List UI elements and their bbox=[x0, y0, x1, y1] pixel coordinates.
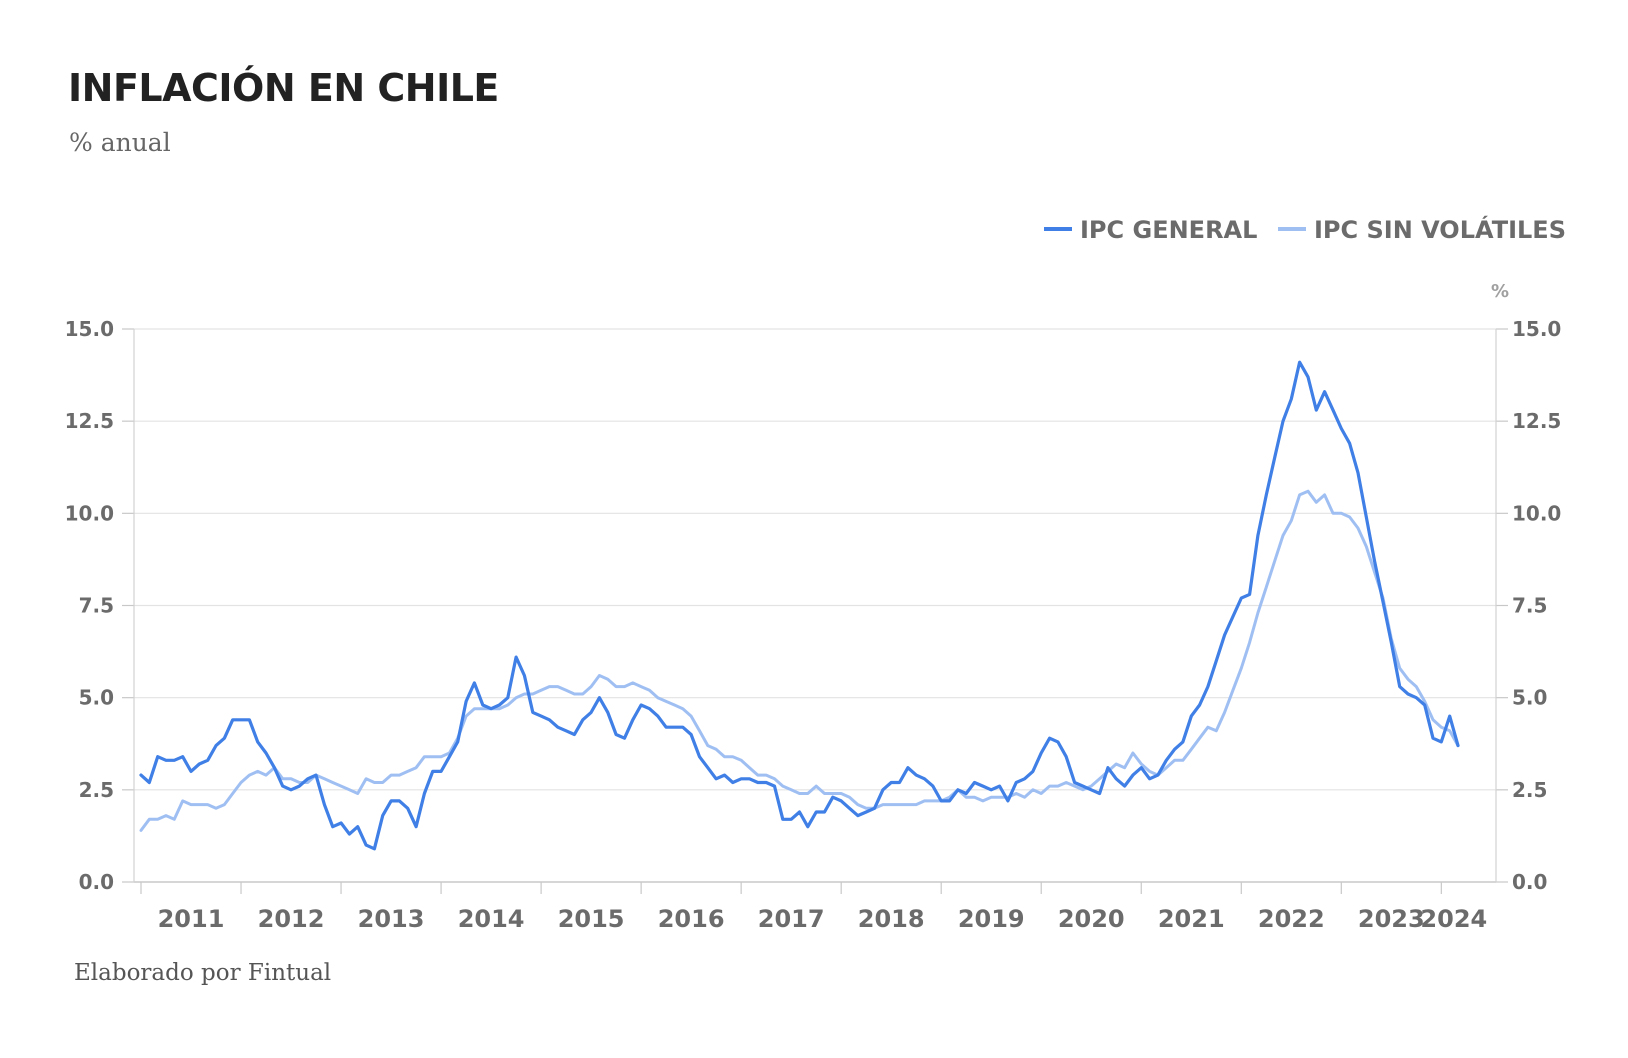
y-tick-label-right: 7.5 bbox=[1512, 594, 1547, 618]
legend-label-ipc-sin-volatiles: IPC SIN VOLÁTILES bbox=[1314, 215, 1566, 244]
y-tick-label-left: 0.0 bbox=[79, 870, 114, 894]
x-tick-label: 2018 bbox=[858, 905, 925, 933]
series-line-ipc-general bbox=[139, 360, 1460, 851]
gridlines bbox=[134, 328, 1496, 883]
x-tick-label: 2023 bbox=[1358, 905, 1425, 933]
y-tick-label-left: 15.0 bbox=[65, 317, 114, 341]
y-tick-label-left: 12.5 bbox=[65, 409, 114, 433]
y-tick-label-left: 7.5 bbox=[79, 594, 114, 618]
y-tick-label-right: 15.0 bbox=[1512, 317, 1561, 341]
y-tick-label-right: 5.0 bbox=[1512, 686, 1547, 710]
y-tick-label-right: 10.0 bbox=[1512, 501, 1561, 525]
legend-label-ipc-general: IPC GENERAL bbox=[1080, 216, 1257, 244]
x-tick-label: 2012 bbox=[258, 905, 325, 933]
x-tick-label: 2013 bbox=[358, 905, 425, 933]
source-note: Elaborado por Fintual bbox=[74, 960, 332, 986]
axes: 0.0 0.0 2.5 2.5 5.0 5.0 7.5 7.5 10.0 10.0 12.5 12.5… bbox=[65, 317, 1562, 933]
x-tick-label: 2017 bbox=[758, 905, 825, 933]
chart-subtitle: % anual bbox=[69, 128, 171, 157]
y-tick-label-left: 10.0 bbox=[65, 501, 114, 525]
chart-title: INFLACIÓN EN CHILE bbox=[68, 66, 499, 110]
x-tick-label: 2015 bbox=[558, 905, 625, 933]
series-layer bbox=[139, 360, 1460, 851]
x-tick-label: 2020 bbox=[1058, 905, 1125, 933]
y-tick-label-left: 2.5 bbox=[79, 778, 114, 802]
x-tick-label: 2011 bbox=[158, 905, 225, 933]
x-tick-label: 2014 bbox=[458, 905, 525, 933]
x-tick-label: 2019 bbox=[958, 905, 1025, 933]
series-line-ipc-sin-volatiles bbox=[139, 489, 1460, 832]
legend: IPC GENERAL IPC SIN VOLÁTILES bbox=[1044, 215, 1566, 244]
x-tick-label: 2024 bbox=[1420, 905, 1487, 933]
y-axis-unit-label: % bbox=[1491, 281, 1509, 302]
y-tick-label-right: 2.5 bbox=[1512, 778, 1547, 802]
x-tick-label: 2016 bbox=[658, 905, 725, 933]
y-tick-label-left: 5.0 bbox=[79, 686, 114, 710]
x-tick-label: 2022 bbox=[1258, 905, 1325, 933]
x-tick-label: 2021 bbox=[1158, 905, 1225, 933]
y-tick-label-right: 12.5 bbox=[1512, 409, 1561, 433]
y-tick-label-right: 0.0 bbox=[1512, 870, 1547, 894]
